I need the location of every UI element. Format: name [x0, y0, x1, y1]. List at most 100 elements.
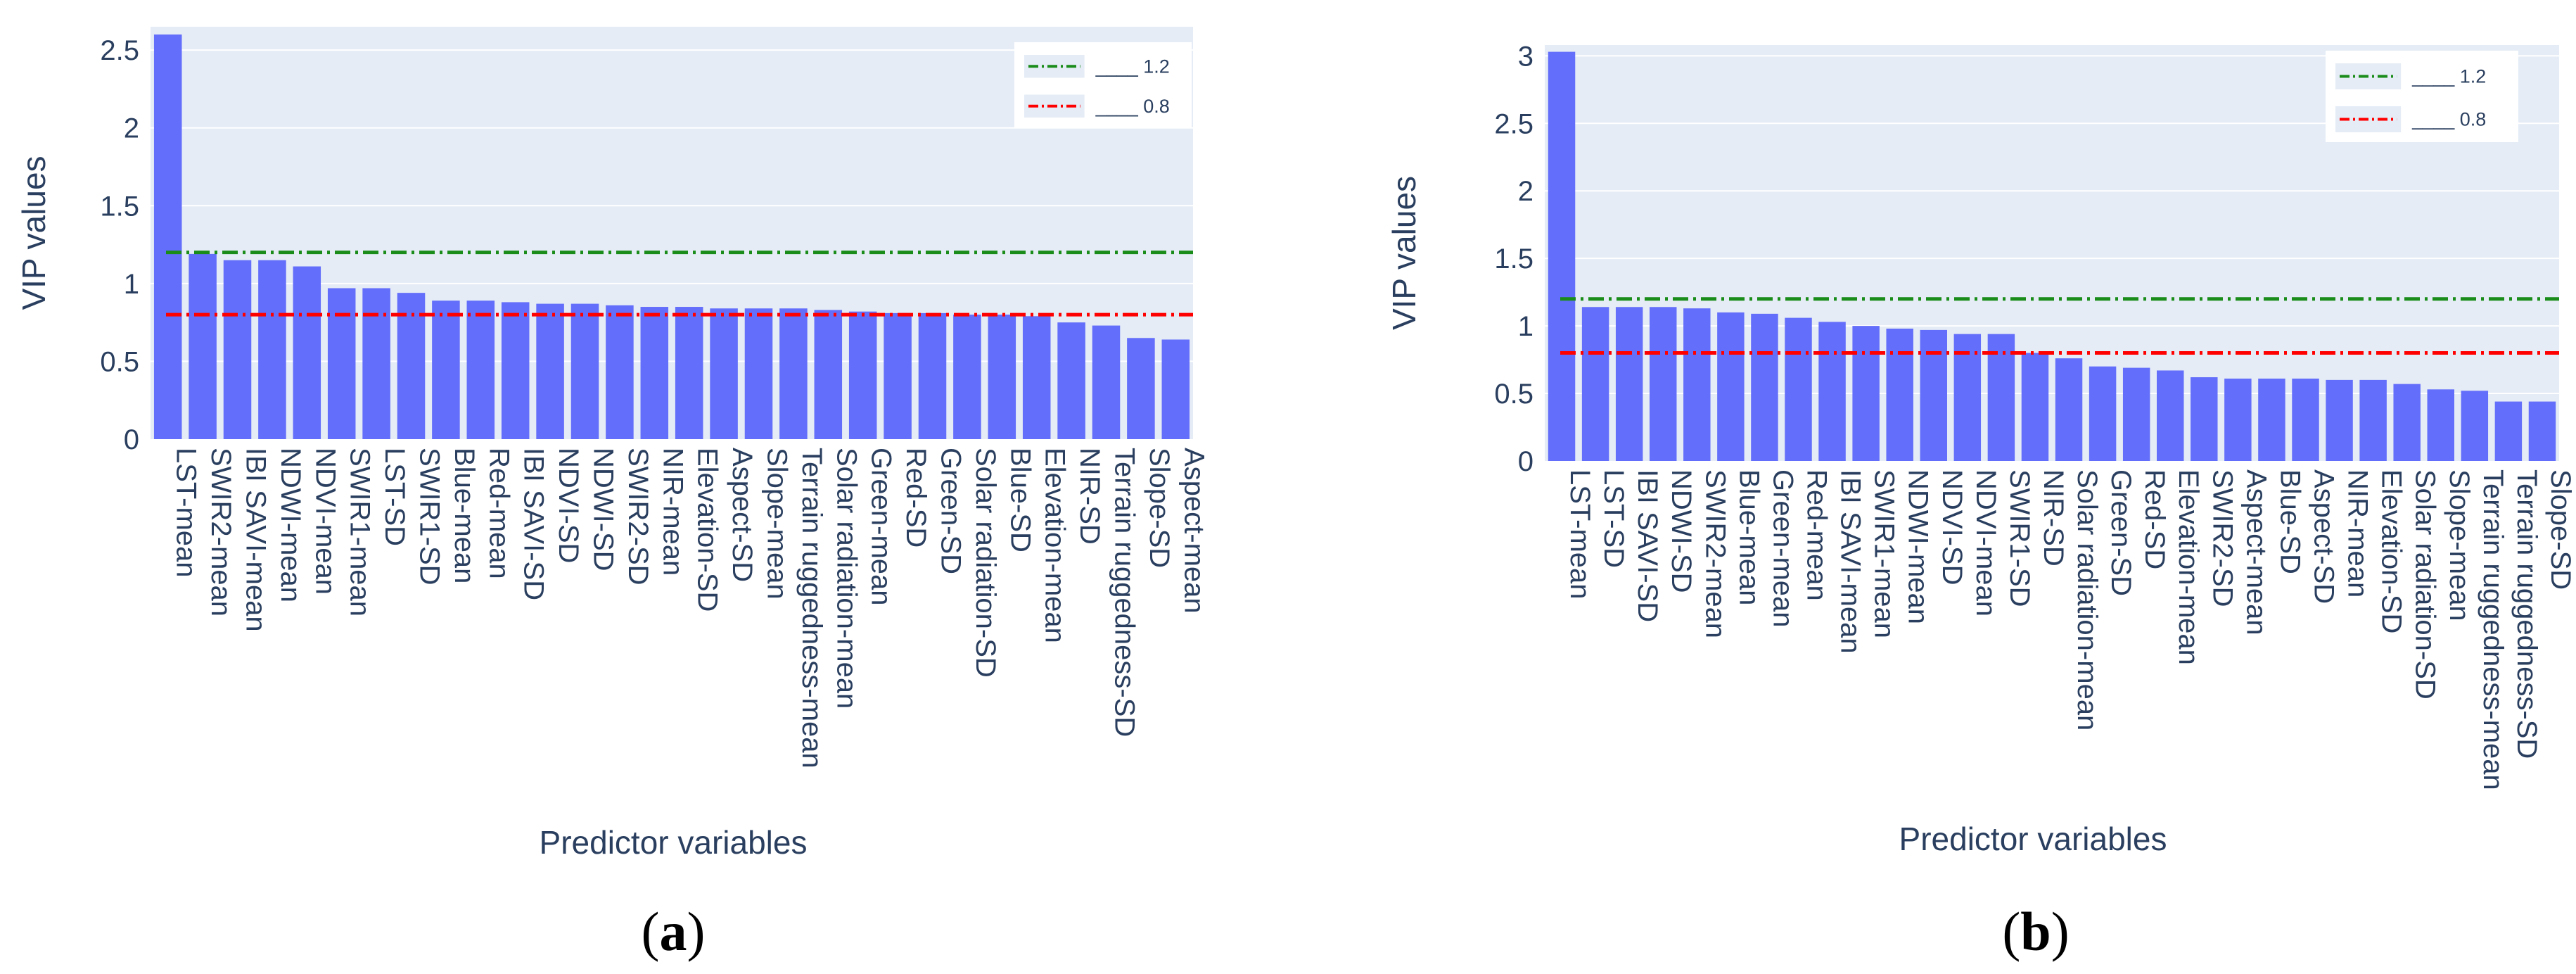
x-tick-label: IBI SAVI-SD	[1632, 469, 1663, 622]
y-axis-title: VIP values	[15, 156, 52, 310]
bar-slope-sd[interactable]	[1127, 338, 1155, 439]
bar-lst-sd[interactable]	[362, 288, 390, 439]
x-tick-label: Solar radiation-mean	[2072, 469, 2103, 730]
bar-terrain-ruggedness-mean[interactable]	[2461, 391, 2489, 461]
bar-red-mean[interactable]	[1785, 317, 1812, 461]
bar-ndwi-mean[interactable]	[1886, 328, 1913, 461]
x-tick-label: Elevation-mean	[1040, 448, 1071, 643]
bar-swir1-sd[interactable]	[397, 293, 426, 439]
bar-green-mean[interactable]	[848, 311, 877, 439]
bar-aspect-mean[interactable]	[1161, 339, 1190, 439]
x-tick-label: LST-mean	[171, 448, 202, 578]
x-tick-label: NDVI-SD	[1937, 469, 1968, 585]
bar-swir2-sd[interactable]	[606, 305, 634, 439]
bar-solar-radiation-mean[interactable]	[814, 310, 843, 439]
x-tick-label: LST-mean	[1564, 469, 1595, 600]
bar-lst-sd[interactable]	[1581, 307, 1609, 461]
bar-lst-mean[interactable]	[153, 34, 182, 440]
y-tick-label: 2	[124, 113, 139, 144]
x-axis-title: Predictor variables	[540, 824, 808, 861]
x-tick-label: IBI SAVI-SD	[518, 448, 549, 600]
x-tick-label: LST-SD	[1598, 469, 1629, 568]
x-tick-label: NDVI-SD	[553, 448, 584, 563]
bar-aspect-sd[interactable]	[2292, 378, 2319, 461]
x-tick-label: NDWI-mean	[275, 448, 306, 602]
y-tick-label: 2.5	[1494, 108, 1534, 139]
bar-red-sd[interactable]	[884, 312, 912, 439]
bar-swir2-mean[interactable]	[189, 253, 217, 439]
bar-ndvi-sd[interactable]	[536, 303, 564, 439]
bar-blue-mean[interactable]	[432, 301, 460, 439]
bar-solar-radiation-sd[interactable]	[953, 315, 981, 439]
x-tick-label: Terrain ruggedness-mean	[796, 448, 827, 769]
bar-slope-mean[interactable]	[744, 308, 773, 439]
bar-swir1-sd[interactable]	[1987, 334, 2015, 461]
bar-green-mean[interactable]	[1751, 313, 1778, 461]
bar-ndvi-mean[interactable]	[293, 266, 321, 439]
bar-ibi-savi-mean[interactable]	[223, 260, 252, 439]
x-tick-label: NDWI-SD	[1666, 469, 1697, 593]
bar-blue-mean[interactable]	[1717, 312, 1745, 461]
x-tick-label: Green-SD	[936, 448, 967, 574]
x-tick-label: SWIR2-SD	[623, 448, 653, 586]
bar-nir-mean[interactable]	[2326, 379, 2353, 461]
bar-swir2-sd[interactable]	[2191, 377, 2218, 461]
x-tick-label: SWIR1-SD	[2004, 469, 2035, 607]
bar-terrain-ruggedness-sd[interactable]	[2494, 401, 2523, 461]
bar-terrain-ruggedness-mean[interactable]	[779, 308, 808, 439]
x-tick-label: Solar radiation-SD	[2410, 469, 2441, 700]
bar-red-mean[interactable]	[466, 301, 495, 439]
x-tick-label: NDWI-SD	[588, 448, 619, 571]
y-axis-title: VIP values	[1386, 176, 1422, 330]
bar-nir-mean[interactable]	[640, 307, 669, 439]
y-tick-label: 1	[124, 269, 139, 300]
bar-blue-sd[interactable]	[988, 315, 1016, 439]
panel-caption: (a)	[642, 901, 706, 962]
bar-nir-sd[interactable]	[2021, 353, 2049, 461]
bar-ibi-savi-sd[interactable]	[501, 302, 530, 439]
x-tick-label: Blue-SD	[1005, 448, 1035, 552]
bar-green-sd[interactable]	[2089, 366, 2117, 461]
bar-ndvi-sd[interactable]	[1920, 329, 1947, 461]
y-tick-label: 0.5	[1494, 379, 1534, 410]
bar-swir1-mean[interactable]	[327, 288, 356, 439]
bar-slope-sd[interactable]	[2528, 401, 2556, 461]
x-tick-label: NIR-SD	[2038, 469, 2069, 567]
bar-ndwi-mean[interactable]	[258, 260, 286, 439]
bar-aspect-sd[interactable]	[710, 308, 738, 439]
bar-lst-mean[interactable]	[1548, 51, 1576, 461]
bar-ndwi-sd[interactable]	[1650, 307, 1677, 461]
bar-terrain-ruggedness-sd[interactable]	[1092, 325, 1121, 439]
bar-solar-radiation-sd[interactable]	[2393, 384, 2421, 461]
x-tick-label: Elevation-SD	[2376, 469, 2407, 633]
bar-solar-radiation-mean[interactable]	[2055, 358, 2083, 461]
y-tick-label: 0.5	[100, 346, 139, 377]
bar-elevation-sd[interactable]	[675, 307, 703, 439]
bar-elevation-mean[interactable]	[2157, 370, 2184, 461]
bar-blue-sd[interactable]	[2258, 378, 2285, 461]
bar-elevation-sd[interactable]	[2359, 379, 2387, 461]
bar-green-sd[interactable]	[918, 312, 947, 439]
bar-elevation-mean[interactable]	[1022, 316, 1051, 439]
y-tick-label: 0	[124, 424, 139, 455]
x-tick-label: Green-mean	[866, 448, 897, 606]
bar-ndwi-sd[interactable]	[570, 303, 599, 439]
x-tick-label: SWIR1-SD	[414, 448, 445, 586]
bar-ibi-savi-sd[interactable]	[1615, 307, 1643, 461]
bar-aspect-mean[interactable]	[2224, 378, 2252, 461]
bar-swir2-mean[interactable]	[1683, 308, 1711, 461]
bar-ndvi-mean[interactable]	[1953, 334, 1982, 461]
bar-swir1-mean[interactable]	[1852, 326, 1880, 461]
bar-ibi-savi-mean[interactable]	[1818, 322, 1846, 461]
x-tick-label: Blue-mean	[449, 448, 480, 583]
bar-red-sd[interactable]	[2122, 367, 2150, 461]
x-tick-label: SWIR2-mean	[205, 448, 236, 616]
x-tick-label: NIR-mean	[2342, 469, 2373, 597]
bar-nir-sd[interactable]	[1057, 322, 1085, 439]
x-tick-label: NDVI-mean	[1970, 469, 2001, 616]
bar-slope-mean[interactable]	[2427, 389, 2454, 461]
x-tick-label: Green-SD	[2105, 469, 2136, 596]
x-tick-label: SWIR1-mean	[345, 448, 376, 616]
x-tick-label: Solar radiation-SD	[970, 448, 1001, 678]
x-tick-label: Elevation-SD	[692, 448, 723, 612]
